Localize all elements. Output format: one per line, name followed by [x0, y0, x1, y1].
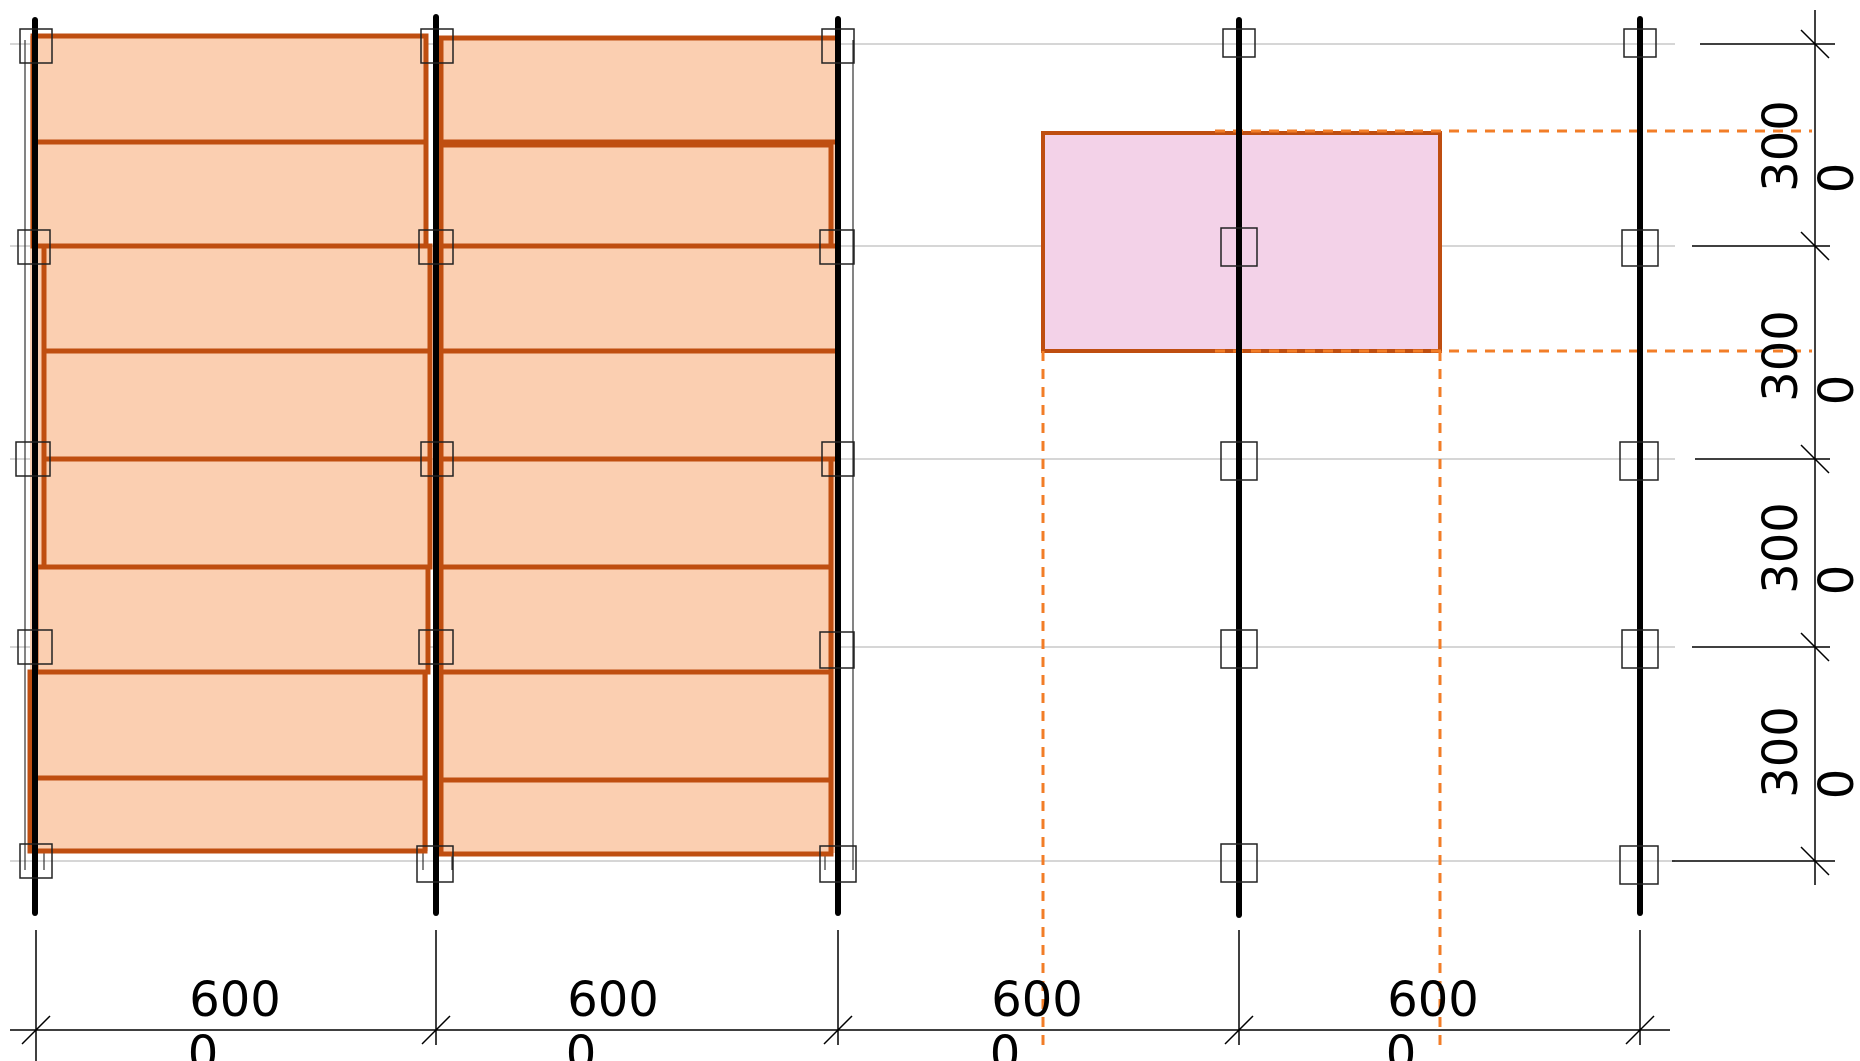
panel-area-right: [438, 38, 838, 853]
connector: [1220, 843, 1258, 883]
dim-tick: [1800, 846, 1830, 876]
connector: [416, 845, 454, 883]
connector: [420, 441, 454, 477]
panel-group: [27, 33, 841, 857]
connector: [1619, 845, 1659, 885]
dim-label-v4-main: 300: [1753, 706, 1809, 798]
dim-label-h2-sub: 0: [566, 1026, 597, 1061]
panel: [438, 777, 834, 857]
connector: [1621, 229, 1659, 267]
dim-tick: [1800, 231, 1830, 261]
connectors: [15, 28, 1659, 885]
connector: [19, 843, 53, 879]
dim-label-v2-main: 300: [1753, 310, 1809, 402]
connector: [1220, 629, 1258, 669]
panel: [27, 775, 428, 854]
connector: [19, 28, 53, 64]
dim-label-v3-main: 300: [1753, 502, 1809, 594]
dim-label-v1-sub: 0: [1809, 163, 1860, 194]
right-dimension-labels: 300 0 300 0 300 0 300 0: [1753, 100, 1860, 799]
connector: [1623, 28, 1657, 58]
connector: [1621, 629, 1659, 669]
connector: [17, 629, 53, 665]
connector: [15, 441, 51, 477]
connector: [418, 629, 454, 665]
right-dimension-line: [1672, 10, 1835, 885]
dim-label-h4-sub: 0: [1386, 1026, 1417, 1061]
dim-tick: [1224, 1015, 1254, 1045]
dim-label-v1-main: 300: [1753, 100, 1809, 192]
dim-label-h2-main: 600: [567, 972, 659, 1028]
dim-tick: [1800, 444, 1830, 474]
dim-label-h4-main: 600: [1387, 972, 1479, 1028]
connector: [821, 441, 855, 477]
connector: [1220, 227, 1258, 267]
dim-tick: [823, 1015, 853, 1045]
connector: [819, 631, 855, 669]
dim-label-h1-main: 600: [189, 972, 281, 1028]
connector: [420, 28, 454, 64]
dim-tick: [421, 1015, 451, 1045]
dim-tick: [1800, 29, 1830, 59]
connector: [17, 229, 51, 265]
dim-label-h3-main: 600: [991, 972, 1083, 1028]
connector: [418, 229, 454, 265]
dim-label-v2-sub: 0: [1809, 375, 1860, 406]
dim-label-v4-sub: 0: [1809, 769, 1860, 800]
dim-label-v3-sub: 0: [1809, 565, 1860, 596]
dim-label-h3-sub: 0: [990, 1026, 1021, 1061]
panel-area-left: [30, 36, 428, 851]
connector: [1220, 441, 1258, 481]
dashed-guides: [1041, 129, 1812, 1045]
bottom-dimension-line: [10, 930, 1670, 1061]
connector: [1619, 441, 1659, 481]
connector: [819, 845, 857, 883]
dim-tick: [1625, 1015, 1655, 1045]
dim-tick: [1800, 632, 1830, 662]
dim-label-h1-sub: 0: [188, 1026, 219, 1061]
connector: [1222, 28, 1256, 58]
connector: [821, 28, 855, 64]
posts: [32, 14, 1643, 918]
connector: [819, 229, 855, 265]
bottom-dimension-labels: 600 0 600 0 600 0 600 0: [188, 972, 1479, 1061]
dim-tick: [21, 1015, 51, 1045]
